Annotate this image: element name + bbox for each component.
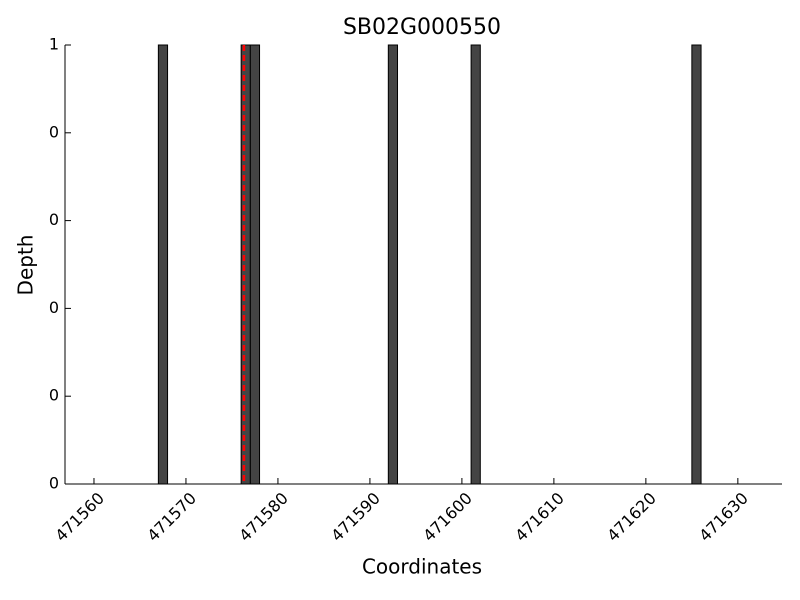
bar [470, 44, 481, 485]
y-tick-label: 0 [49, 210, 59, 229]
x-tick-label: 471560 [51, 489, 108, 546]
x-tick-label: 471590 [327, 489, 384, 546]
bar [240, 44, 251, 485]
y-tick-label: 1 [49, 35, 59, 54]
bar [157, 44, 169, 485]
chart-title: SB02G000550 [343, 15, 501, 40]
x-tick-label: 471570 [143, 489, 200, 546]
x-tick-label: 471610 [511, 489, 568, 546]
y-tick-label: 0 [49, 474, 59, 493]
y-axis-label: Depth [14, 235, 38, 296]
x-tick-label: 471630 [695, 489, 752, 546]
x-axis-label: Coordinates [362, 555, 482, 579]
bar [387, 44, 399, 485]
bar [249, 44, 261, 485]
x-tick-label: 471620 [603, 489, 660, 546]
y-tick-label: 0 [49, 386, 59, 405]
x-tick-label: 471580 [235, 489, 292, 546]
bar [691, 44, 702, 485]
y-tick-label: 0 [49, 298, 59, 317]
x-tick-label: 471600 [419, 489, 476, 546]
y-tick-label: 0 [49, 122, 59, 141]
